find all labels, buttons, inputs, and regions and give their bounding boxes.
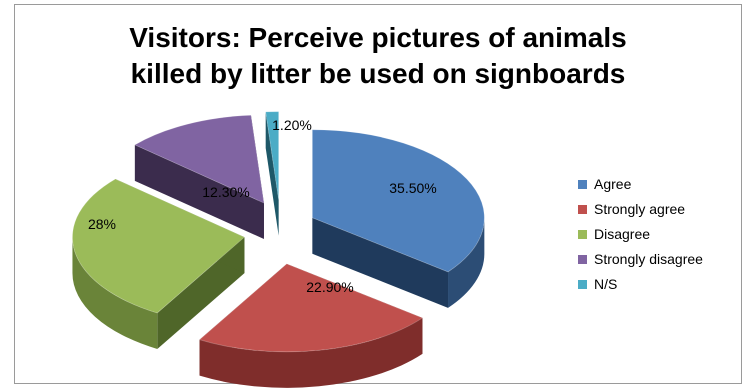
chart-title-line-1: Visitors: Perceive pictures of animals	[129, 22, 627, 53]
slice-wall-disagree-0	[157, 237, 245, 349]
slice-label-agree: 35.50%	[389, 180, 436, 196]
slice-strongly-agree	[198, 263, 424, 353]
chart-title: Visitors: Perceive pictures of animals k…	[14, 20, 742, 92]
slice-side-disagree-0	[72, 237, 158, 349]
slice-side-agree-0	[448, 217, 485, 308]
slice-wall-n-s-0	[265, 111, 279, 236]
slice-label-strongly-disagree: 12.30%	[202, 184, 249, 200]
slice-wall-strongly-disagree-0	[134, 144, 264, 240]
slice-label-n-s: 1.20%	[272, 117, 312, 133]
slice-agree	[311, 129, 485, 273]
slice-wall-agree-1	[312, 217, 449, 308]
slice-disagree	[72, 178, 246, 314]
legend-swatch-strongly-disagree	[578, 255, 587, 264]
legend: Agree Strongly agree Disagree Strongly disa…	[578, 176, 703, 292]
slice-strongly-disagree	[133, 114, 265, 204]
pie-tops	[72, 111, 485, 353]
slice-label-disagree: 28%	[88, 216, 116, 232]
legend-swatch-agree	[578, 180, 587, 189]
chart-title-line-2: killed by litter be used on signboards	[130, 58, 626, 89]
legend-swatch-strongly-agree	[578, 205, 587, 214]
legend-swatch-disagree	[578, 230, 587, 239]
legend-label-strongly-agree: Strongly agree	[594, 201, 685, 217]
legend-label-disagree: Disagree	[594, 226, 650, 242]
legend-label-strongly-disagree: Strongly disagree	[594, 251, 703, 267]
slice-n-s	[265, 111, 280, 200]
slice-label-strongly-agree: 22.90%	[306, 279, 353, 295]
legend-label-agree: Agree	[594, 176, 632, 192]
legend-swatch-n-s	[578, 280, 587, 289]
legend-label-n-s: N/S	[594, 276, 617, 292]
slice-side-strongly-agree-0	[199, 317, 423, 388]
